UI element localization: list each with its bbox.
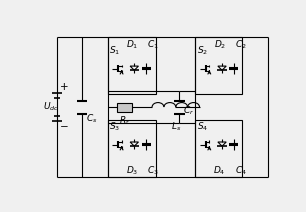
Bar [195, 37, 242, 94]
Text: $D_2$: $D_2$ [214, 38, 226, 51]
Text: $D_1$: $D_1$ [126, 38, 138, 51]
Text: $S_4$: $S_4$ [197, 121, 208, 133]
Text: $D_4$: $D_4$ [213, 164, 226, 177]
Text: $L_s$: $L_s$ [171, 120, 181, 133]
Text: +: + [60, 82, 69, 92]
Text: $U_{dc}$: $U_{dc}$ [43, 101, 58, 113]
Text: $C_2$: $C_2$ [235, 38, 247, 51]
Text: $C_4$: $C_4$ [235, 164, 247, 177]
Text: −: − [60, 122, 69, 132]
Bar [117, 103, 132, 112]
Text: $C_s$: $C_s$ [86, 112, 97, 125]
Text: $S_2$: $S_2$ [197, 45, 208, 57]
Text: $C_1$: $C_1$ [147, 38, 159, 51]
Bar [108, 37, 156, 94]
Text: $S_1$: $S_1$ [110, 45, 121, 57]
Bar [108, 120, 156, 177]
Bar [195, 120, 242, 177]
Text: $S_3$: $S_3$ [110, 121, 121, 133]
Text: $D_3$: $D_3$ [126, 164, 138, 177]
Text: $C_r$: $C_r$ [183, 104, 194, 117]
Text: $R_t$: $R_t$ [119, 115, 130, 127]
Text: $C_3$: $C_3$ [147, 164, 159, 177]
